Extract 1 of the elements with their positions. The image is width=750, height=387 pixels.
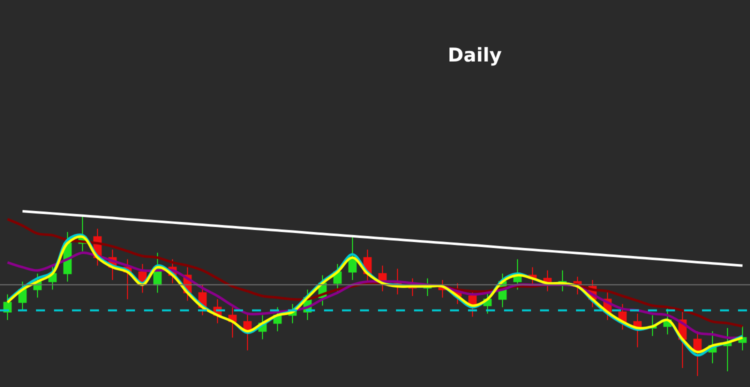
chart-title: Daily (448, 44, 502, 67)
